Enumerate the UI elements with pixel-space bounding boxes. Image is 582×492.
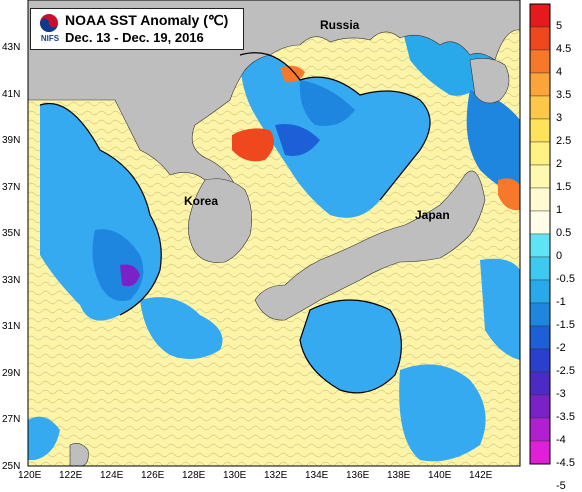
- colorbar-label: 1: [556, 204, 563, 216]
- colorbar-label: -4: [556, 434, 566, 446]
- lat-tick-label: 43N: [2, 42, 21, 53]
- colorbar-label: -5: [556, 480, 566, 492]
- lon-tick-label: 128E: [182, 470, 206, 481]
- colorbar-swatch: [529, 256, 551, 281]
- lat-tick-label: 29N: [2, 367, 21, 379]
- colorbar-label: 0.5: [556, 227, 572, 239]
- taegeuk-logo-icon: [40, 14, 58, 32]
- lon-tick-label: 132E: [264, 470, 288, 481]
- colorbar-swatch: [529, 141, 551, 166]
- label-korea: Korea: [184, 194, 219, 208]
- date-range: Dec. 13 - Dec. 19, 2016: [65, 30, 204, 45]
- colorbar-swatch: [529, 279, 551, 304]
- colorbar-swatch: [529, 417, 551, 442]
- lat-tick-label: 25N: [2, 460, 21, 472]
- colorbar-label: 3: [556, 112, 563, 124]
- colorbar-label: -1: [556, 296, 566, 308]
- cool-region-pacific: [300, 300, 402, 393]
- nifs-logo: NIFS: [35, 12, 63, 46]
- lon-tick-label: 138E: [387, 470, 411, 481]
- colorbar-swatch: [529, 394, 551, 419]
- colorbar-swatch: [529, 49, 551, 74]
- colorbar-label: 3.5: [556, 89, 572, 101]
- colorbar-label: -4.5: [556, 457, 575, 469]
- colorbar-label: -3.5: [556, 411, 575, 423]
- colorbar-label: 4.5: [556, 43, 572, 55]
- cool-region-east-china-sea: [140, 297, 223, 359]
- colorbar-label: 2: [556, 158, 563, 170]
- colorbar-swatch: [529, 95, 551, 120]
- lon-tick-label: 120E: [18, 470, 42, 481]
- colorbar-swatch: [529, 233, 551, 258]
- lon-tick-label: 122E: [59, 470, 83, 481]
- colorbar-swatch: [529, 3, 551, 28]
- colorbar-label: -3: [556, 388, 566, 400]
- land-hokkaido: [469, 58, 510, 104]
- land-korea: [188, 178, 252, 263]
- land-japan: [254, 170, 486, 321]
- colorbar: [529, 3, 551, 465]
- colorbar-swatch: [529, 210, 551, 235]
- lon-tick-label: 140E: [428, 470, 452, 481]
- colorbar-frame: [529, 3, 551, 465]
- map-border: [27, 0, 521, 467]
- lat-tick-label: 37N: [2, 181, 21, 193]
- lon-tick-label: 126E: [141, 470, 165, 481]
- colorbar-label: -1.5: [556, 319, 575, 331]
- colorbar-swatch: [529, 118, 551, 143]
- map-title: NOAA SST Anomaly (℃): [65, 12, 229, 28]
- colorbar-swatch: [529, 26, 551, 51]
- title-box: NIFS NOAA SST Anomaly (℃) Dec. 13 - Dec.…: [30, 8, 244, 50]
- warm-spot-korea-east: [232, 128, 274, 162]
- org-label: NIFS: [40, 34, 60, 43]
- colorbar-swatch: [529, 187, 551, 212]
- colorbar-swatch: [529, 164, 551, 189]
- colorbar-swatch: [529, 302, 551, 327]
- lon-tick-label: 136E: [346, 470, 370, 481]
- cool-region-east-sea: [240, 52, 430, 218]
- lat-tick-label: 39N: [2, 135, 21, 146]
- lon-tick-label: 142E: [469, 470, 493, 481]
- colorbar-swatch: [529, 325, 551, 350]
- colorbar-label: 4: [556, 66, 563, 78]
- colorbar-label: -0.5: [556, 273, 575, 285]
- lon-tick-label: 130E: [223, 470, 247, 481]
- colorbar-label: 1.5: [556, 181, 572, 193]
- colorbar-swatch: [529, 371, 551, 396]
- colorbar-label: 5: [556, 20, 563, 32]
- lat-tick-label: 35N: [2, 228, 21, 239]
- label-russia: Russia: [320, 18, 360, 32]
- lon-tick-label: 124E: [100, 470, 124, 481]
- colorbar-swatch: [529, 348, 551, 373]
- lat-tick-label: 27N: [2, 414, 21, 425]
- colorbar-label: 2.5: [556, 135, 572, 147]
- lon-tick-label: 134E: [305, 470, 329, 481]
- colorbar-swatch: [529, 440, 551, 465]
- lat-tick-label: 41N: [2, 88, 21, 100]
- colorbar-label: -2.5: [556, 365, 575, 377]
- colorbar-label: 0: [556, 250, 563, 262]
- colorbar-swatch: [529, 72, 551, 97]
- label-japan: Japan: [415, 208, 450, 222]
- lat-tick-label: 33N: [2, 274, 21, 286]
- lat-tick-label: 31N: [2, 321, 21, 332]
- colorbar-label: -2: [556, 342, 566, 354]
